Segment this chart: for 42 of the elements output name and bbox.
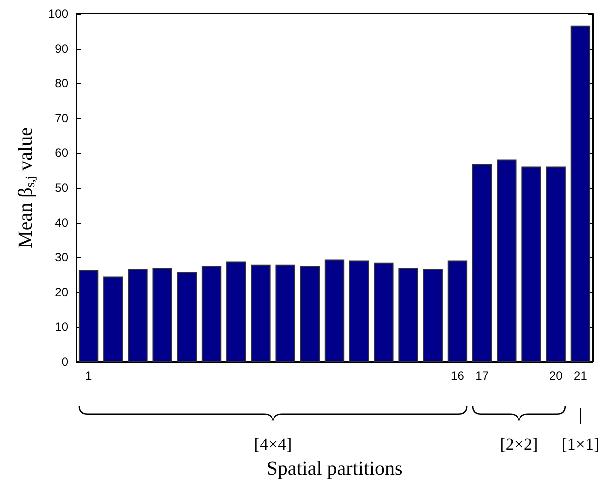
y-tick-label: 10: [55, 320, 69, 334]
bar: [423, 269, 443, 362]
bar: [350, 260, 370, 362]
bar: [276, 264, 296, 362]
bar: [78, 270, 99, 362]
bar: [202, 266, 222, 362]
y-axis-title: Mean βs,j value: [15, 127, 38, 248]
text: [1×1]: [562, 435, 600, 454]
bar: [374, 262, 394, 362]
bar: [152, 268, 172, 362]
y-tick-label: 0: [62, 355, 69, 369]
x-tick-label: 21: [574, 369, 588, 383]
y-tick-label: 40: [55, 216, 69, 230]
y-tick-label: 60: [55, 146, 69, 160]
bar: [546, 166, 566, 362]
x-tick-label: 17: [476, 369, 490, 383]
bar: [522, 166, 542, 362]
text: [2×2]: [500, 435, 538, 454]
y-tick-label: 90: [55, 42, 69, 56]
y-tick-label: 50: [55, 181, 69, 195]
bar: [324, 260, 345, 362]
bar: [472, 164, 492, 362]
bar: [497, 160, 517, 362]
bar: [128, 269, 148, 362]
text: [4×4]: [254, 435, 292, 454]
bar: [251, 264, 271, 362]
bar: [448, 260, 468, 362]
bar: [398, 268, 418, 362]
x-tick-label: 16: [451, 369, 465, 383]
y-tick-label: 80: [55, 76, 69, 91]
bar: [300, 266, 320, 362]
y-tick-label: 20: [55, 285, 69, 300]
y-tick-label: 30: [55, 250, 69, 265]
bar: [177, 272, 198, 362]
bar: [104, 276, 124, 362]
x-axis-title: Spatial partitions: [266, 458, 404, 480]
bar: [226, 262, 246, 362]
y-tick-label: 100: [48, 7, 69, 21]
bar: [570, 26, 591, 362]
x-tick-label: 1: [85, 369, 92, 383]
y-tick-label: 70: [55, 111, 69, 126]
x-tick-label: 20: [549, 369, 564, 383]
